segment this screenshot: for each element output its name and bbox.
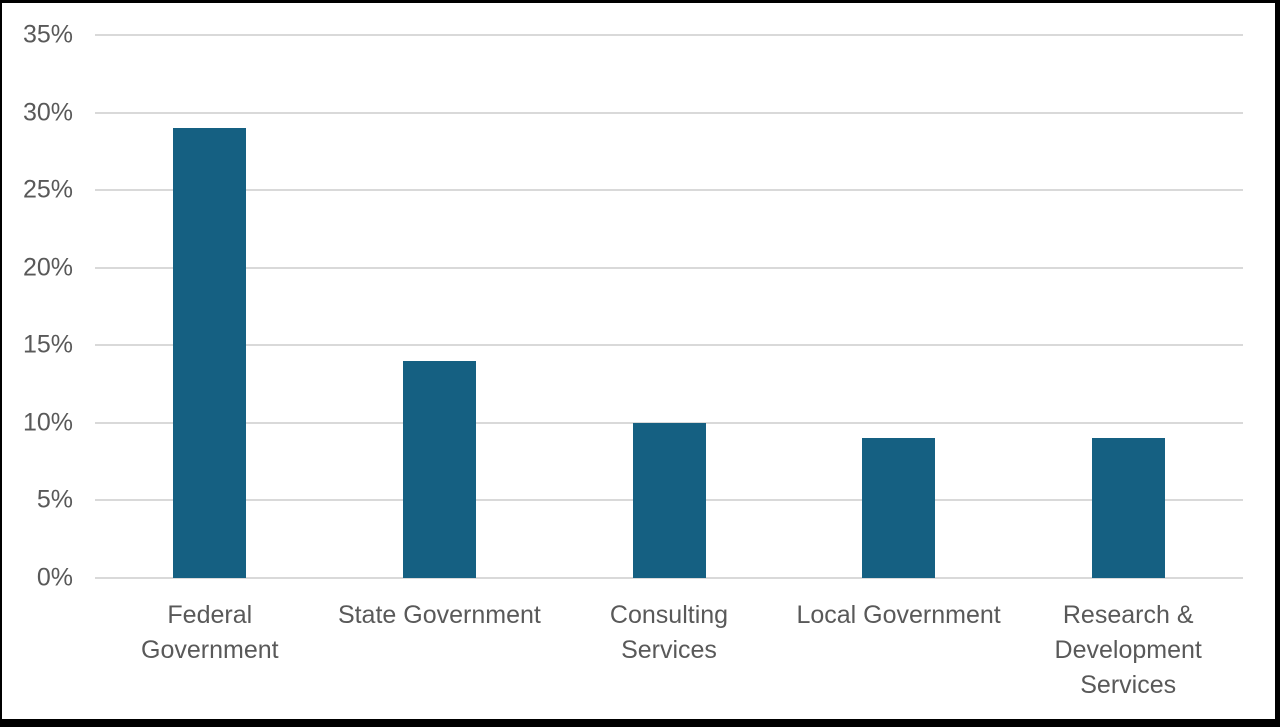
x-axis-label-line: Research & — [1062, 601, 1194, 629]
y-tick-label-15: 15% — [22, 330, 73, 359]
bar-state-government — [402, 360, 476, 578]
gridline-35 — [95, 34, 1243, 36]
gridline-15 — [95, 344, 1243, 347]
bar-consulting-services — [632, 422, 706, 578]
x-axis-label-local-government: Local Government — [783, 598, 1015, 633]
y-tick-label-20: 20% — [22, 253, 73, 282]
y-tick-label-35: 35% — [22, 20, 73, 49]
y-tick-label-30: 30% — [22, 98, 73, 127]
x-axis-label-line: Consulting — [609, 601, 729, 629]
bar-local-government — [862, 438, 936, 578]
y-tick-label-0: 0% — [36, 563, 73, 592]
x-axis-label-federal-government: Federal Government — [94, 598, 326, 668]
y-tick-label-10: 10% — [22, 408, 73, 437]
gridline-25 — [95, 189, 1243, 192]
x-axis-label-consulting-services: Consulting Services — [553, 598, 785, 668]
x-axis-label-line: State Government — [337, 601, 541, 629]
gridline-30 — [95, 111, 1243, 114]
bar-federal-government — [173, 128, 247, 578]
x-axis-label-line: Services — [1080, 671, 1177, 699]
x-axis-label-line: Development — [1054, 636, 1202, 664]
y-tick-label-5: 5% — [36, 485, 73, 514]
x-axis-label-line: Federal — [167, 601, 253, 629]
y-tick-label-25: 25% — [22, 175, 73, 204]
x-axis-label-line: Government — [141, 636, 279, 664]
gridline-20 — [95, 266, 1243, 269]
x-axis-label-research-and-development-services: Research & Development Services — [1012, 598, 1244, 703]
gridline-0 — [95, 577, 1243, 579]
x-axis-label-state-government: State Government — [323, 598, 555, 633]
x-axis-label-line: Local Government — [796, 601, 1001, 629]
bar-research-and-development-services — [1091, 438, 1165, 578]
x-axis-label-line: Services — [621, 636, 717, 664]
